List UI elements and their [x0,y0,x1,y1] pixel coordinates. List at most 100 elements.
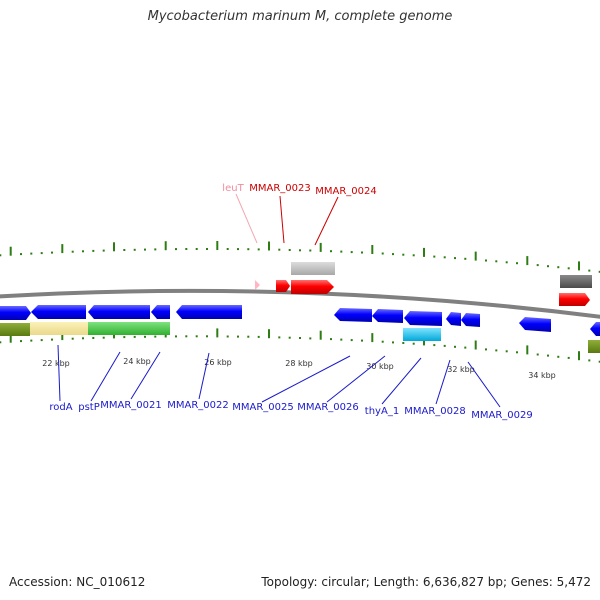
scale-tick-minor [30,339,33,342]
scale-tick-minor [123,249,126,251]
gene-arrow-mmar-0024[interactable] [291,280,334,294]
scale-tick-major [164,241,167,251]
scale-tick-major [526,345,529,355]
label-leader [261,355,351,403]
scale-tick-minor [237,248,239,251]
scale-tick-minor [402,342,405,344]
gene-arrow-mmar-0028[interactable] [446,312,461,326]
scale-tick-minor [567,356,570,359]
gene-arrow-mmar-0021[interactable] [88,305,150,319]
gene-label-roda[interactable]: rodA [49,402,72,413]
gene-arrow-mmar-0026[interactable] [372,309,403,323]
scale-tick-major [578,261,580,271]
scale-tick-minor [412,254,415,257]
scale-tick-minor [464,346,467,349]
scale-tick-minor [257,335,260,338]
scale-label: 22 kbp [42,359,70,368]
scale-tick-minor [185,248,188,250]
scale-tick-minor [495,260,498,263]
gene-label-mmar-0023[interactable]: MMAR_0023 [249,183,311,194]
scale-tick-minor [381,252,384,255]
scale-tick-minor [237,335,239,338]
scale-tick-minor [144,248,146,251]
scale-tick-minor [71,337,74,340]
scale-tick-minor [598,360,600,363]
scale-tick-major [216,241,219,250]
scale-tick-minor [133,335,136,338]
scale-label: 34 kbp [528,371,556,380]
scale-tick-minor [299,249,301,252]
scale-tick-minor [288,336,291,339]
gene-arrow-forward-right[interactable] [559,293,590,306]
scale-tick-minor [547,265,549,268]
scale-tick-minor [175,335,177,338]
scale-tick-major [268,329,270,339]
scale-tick-minor [20,340,22,343]
scale-tick-major [526,256,529,266]
feature-track-grey [291,262,335,275]
gene-arrow-reverse-c[interactable] [590,322,600,336]
scale-tick-minor [144,335,146,338]
gene-label-mmar-0024[interactable]: MMAR_0024 [315,186,377,197]
gene-label-mmar-0025[interactable]: MMAR_0025 [232,402,294,413]
gene-label-mmar-0022[interactable]: MMAR_0022 [167,400,229,411]
gene-arrow-mmar-0029[interactable] [461,313,480,327]
scale-tick-minor [381,340,384,343]
scale-tick-minor [206,335,208,338]
scale-tick-minor [40,252,43,255]
scale-tick-minor [536,264,539,267]
gene-arrow-thya-1[interactable] [404,311,442,326]
scale-tick-major [216,328,219,338]
scale-tick-minor [495,349,498,352]
scale-tick-major [371,333,374,343]
scale-tick-minor [412,342,415,345]
gene-label-thya-1[interactable]: thyA_1 [365,406,399,417]
scale-tick-minor [330,250,332,253]
scale-tick-major [61,244,64,254]
scale-tick-minor [340,250,343,253]
gene-arrow-mmar-0025[interactable] [334,308,372,322]
scale-tick-minor [102,249,105,252]
label-leader [381,357,422,405]
scale-tick-minor [226,335,229,338]
scale-tick-minor [516,351,518,354]
gene-arrow-mmar-0023[interactable] [276,280,290,292]
scale-tick-major [371,245,374,254]
gene-arrow-pstp[interactable] [31,305,86,319]
scale-tick-minor [257,248,260,251]
gene-label-mmar-0028[interactable]: MMAR_0028 [404,406,466,417]
scale-tick-minor [154,335,157,338]
scale-tick-minor [454,257,456,260]
scale-tick-minor [485,259,487,262]
scale-tick-minor [92,249,95,252]
scale-tick-minor [92,337,95,339]
scale-tick-minor [454,345,456,348]
scale-tick-minor [557,355,560,358]
gene-label-mmar-0026[interactable]: MMAR_0026 [297,402,359,413]
scale-tick-minor [195,248,198,250]
scale-tick-minor [309,337,312,340]
scale-tick-minor [350,251,353,254]
gene-label-mmar-0021[interactable]: MMAR_0021 [100,400,162,411]
gene-arrow-mmar-0021b[interactable] [151,305,170,319]
scale-tick-minor [51,338,53,341]
gene-label-pstp[interactable]: pstP [78,402,100,413]
scale-tick-minor [154,248,157,251]
scale-tick-minor [71,250,74,253]
gene-label-mmar-0029[interactable]: MMAR_0029 [471,410,533,421]
accession-text: Accession: NC_010612 [9,575,146,589]
scale-tick-minor [309,249,312,252]
scale-tick-minor [0,341,2,344]
scale-label: 30 kbp [366,362,394,371]
scale-tick-minor [123,336,126,339]
trna-arrow-leut[interactable] [255,280,260,290]
scale-tick-major [423,247,425,257]
gene-label-leut[interactable]: leuT [222,183,244,194]
scale-tick-major [578,351,580,361]
scale-tick-minor [206,248,208,250]
gene-arrow-mmar-0022[interactable] [176,305,242,319]
gene-arrow-reverse-b[interactable] [519,317,551,332]
gene-arrow-roda[interactable] [0,306,31,320]
feature-track-olive [0,323,30,336]
